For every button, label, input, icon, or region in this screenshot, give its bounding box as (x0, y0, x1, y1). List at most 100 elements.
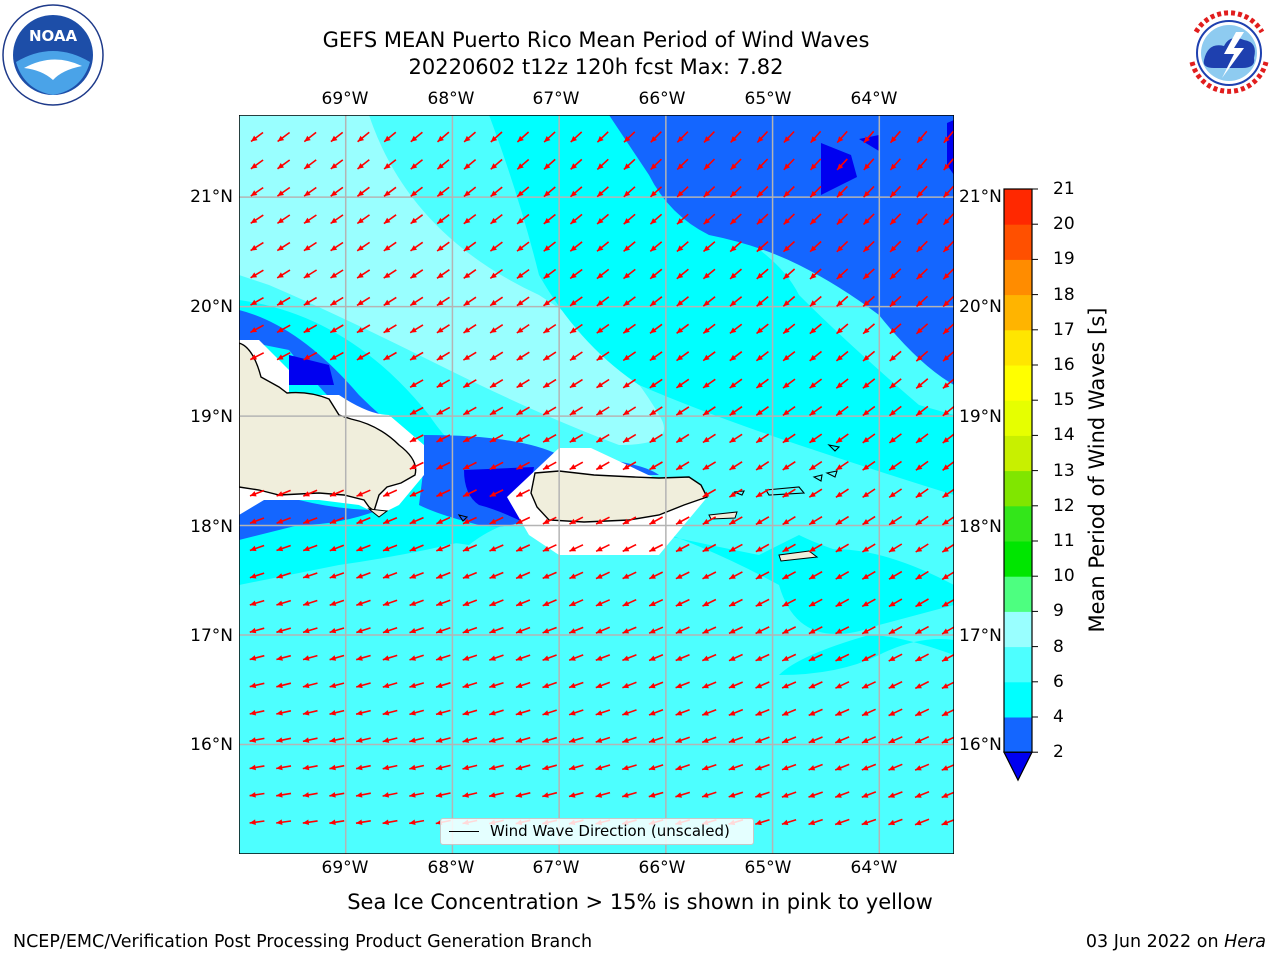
wind-arrow-head (730, 218, 737, 225)
wind-arrow-head (942, 601, 949, 607)
wind-arrow-head (810, 163, 817, 170)
wind-arrow-head (490, 354, 497, 361)
wind-arrow-head (570, 136, 577, 143)
wind-arrow-head (383, 491, 390, 497)
wind-arrow-head (862, 491, 870, 498)
colorbar-tick-label: 9 (1053, 601, 1064, 622)
wind-arrow-head (410, 354, 417, 360)
wind-arrow-head (755, 628, 763, 634)
wind-arrow-head (622, 737, 629, 743)
wind-arrow-head (809, 354, 817, 361)
wind-arrow-head (543, 218, 551, 224)
wind-arrow-head (596, 518, 603, 524)
wind-arrow-head (942, 628, 949, 634)
colorbar-band (1004, 259, 1032, 296)
wind-arrow-head (383, 217, 391, 224)
wind-arrow-head (782, 765, 789, 771)
wind-arrow-head (782, 519, 790, 525)
wind-arrow-head (543, 190, 551, 197)
wind-arrow-head (783, 300, 790, 307)
wind-arrow-head (756, 354, 763, 361)
wind-arrow-head (702, 628, 709, 634)
wind-arrow-head (650, 218, 657, 225)
wind-arrow-head (862, 601, 869, 607)
wind-arrow-head (941, 710, 949, 716)
wind-arrow-head (890, 245, 897, 252)
wind-arrow-head (783, 245, 790, 252)
wind-arrow-head (570, 163, 577, 170)
colorbar-tick-label: 19 (1053, 249, 1075, 270)
wind-arrow-head (462, 764, 469, 771)
field-2-4-south (239, 500, 379, 540)
wind-arrow-head (410, 409, 417, 415)
wind-arrow-head (595, 764, 603, 771)
wind-arrow-head (435, 764, 443, 771)
wind-arrow-head (863, 163, 870, 170)
wind-arrow-head (384, 190, 391, 197)
wind-arrow-head (915, 819, 922, 826)
wind-arrow-head (330, 135, 338, 142)
wind-arrow-head (490, 327, 497, 333)
wind-arrow-head (569, 655, 576, 661)
wind-arrow-head (783, 382, 790, 389)
colorbar-band (1004, 435, 1032, 472)
wind-arrow-head (382, 819, 389, 825)
wind-arrow-head (702, 518, 710, 525)
wind-arrow-head (595, 710, 603, 716)
wind-arrow-head (356, 354, 364, 360)
wind-arrow-head (676, 464, 683, 470)
wind-arrow-head (623, 409, 630, 415)
wind-arrow-head (250, 272, 258, 278)
wind-arrow-head (357, 299, 364, 306)
colorbar-under-arrow (1003, 751, 1033, 782)
wind-arrow-head (463, 327, 471, 333)
wind-arrow-head (756, 327, 763, 334)
wind-arrow-head (489, 737, 496, 743)
wind-arrow-head (569, 628, 576, 634)
wind-arrow-head (569, 436, 577, 443)
wind-arrow-head (649, 655, 656, 661)
wind-arrow-head (702, 737, 709, 743)
wind-arrow-head (409, 491, 417, 497)
wind-arrow-head (383, 327, 391, 333)
wind-arrow-head (436, 600, 443, 606)
hispaniola-land (239, 342, 417, 513)
wind-arrow-head (889, 327, 897, 334)
wind-arrow-head (490, 382, 497, 388)
wind-arrow-head (729, 655, 736, 661)
wind-arrow-head (703, 382, 710, 388)
wind-arrow-head (596, 327, 604, 334)
wind-arrow-head (757, 163, 764, 170)
wind-arrow-head (304, 135, 311, 142)
wind-arrow-head (702, 436, 710, 443)
wind-arrow-head (703, 409, 710, 416)
wind-arrow-head (808, 737, 816, 743)
wind-arrow-head (836, 300, 843, 307)
wind-arrow-head (702, 655, 709, 661)
wind-arrow-head (836, 327, 843, 334)
wind-arrow-head (808, 792, 816, 798)
wind-arrow-head (382, 737, 390, 743)
wind-arrow-head (463, 272, 471, 279)
wind-arrow-head (517, 245, 524, 252)
wind-arrow-head (702, 792, 709, 798)
wind-arrow-head (835, 546, 843, 552)
wind-arrow-head (490, 299, 497, 306)
wind-arrow-head (490, 163, 498, 170)
colorbar-band (1004, 541, 1032, 577)
wind-arrow-head (703, 354, 710, 361)
wind-arrow-head (569, 764, 576, 771)
wind-arrow-head (862, 437, 870, 443)
colorbar-band (1004, 646, 1032, 683)
wind-arrow-head (916, 191, 924, 198)
wind-arrow-head (808, 710, 816, 716)
wind-arrow-head (703, 300, 710, 307)
wind-arrow-head (729, 546, 736, 552)
wind-arrow-head (862, 683, 869, 689)
wind-arrow-head (303, 299, 311, 306)
lon-label-top-65: 65°W (744, 89, 792, 109)
sea-ice-note: Sea Ice Concentration > 15% is shown in … (347, 890, 933, 914)
wind-arrow-head (569, 792, 576, 798)
wind-arrow-head (437, 217, 444, 224)
wind-arrow-head (409, 436, 417, 442)
